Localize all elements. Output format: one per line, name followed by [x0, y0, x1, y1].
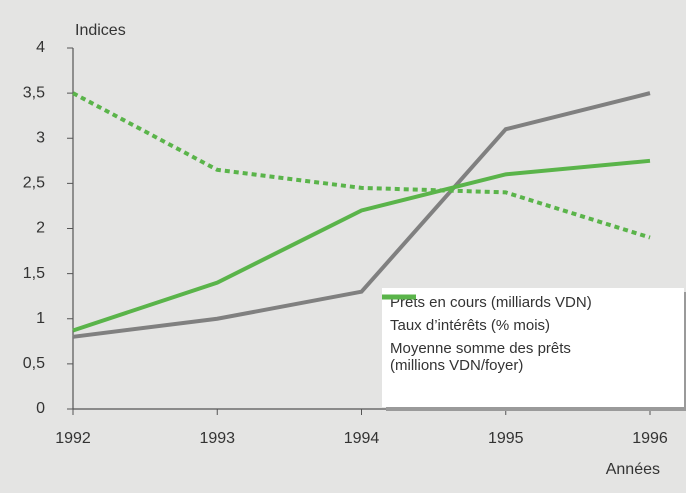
y-tick-label: 3,5: [23, 84, 45, 101]
legend-item: Prêts en cours (milliards VDN): [382, 294, 676, 311]
x-axis-title: Années: [606, 461, 660, 478]
legend-label: Taux d’intérêts (% mois): [390, 317, 551, 334]
y-tick-label: 2,5: [23, 175, 45, 192]
y-tick-label: 1: [36, 310, 45, 327]
line: [72, 91, 651, 339]
x-tick-label: 1992: [55, 430, 91, 447]
y-tick-label: 1,5: [23, 265, 45, 282]
line: [72, 91, 651, 240]
y-tick-label: 3: [36, 129, 45, 146]
y-tick-label: 4: [36, 39, 45, 56]
y-axis-title: Indices: [75, 22, 126, 39]
y-tick-label: 0,5: [23, 355, 45, 372]
x-tick-label: 1994: [344, 430, 380, 447]
legend-key: [382, 294, 416, 300]
legend-item: Taux d’intérêts (% mois): [382, 294, 676, 334]
y-tick-label: 2: [36, 220, 45, 237]
x-tick-label: 1996: [632, 430, 668, 447]
legend-item: Moyenne somme des prêts (millions VDN/fo…: [382, 294, 676, 374]
legend: Prêts en cours (milliards VDN) Taux d’int…: [382, 288, 684, 407]
line: [72, 158, 651, 333]
y-tick-label: 0: [36, 400, 45, 417]
legend-label: Moyenne somme des prêts (millions VDN/fo…: [390, 340, 571, 374]
x-tick-label: 1995: [488, 430, 524, 447]
x-tick-label: 1993: [199, 430, 235, 447]
legend-label: Prêts en cours (milliards VDN): [390, 294, 592, 311]
